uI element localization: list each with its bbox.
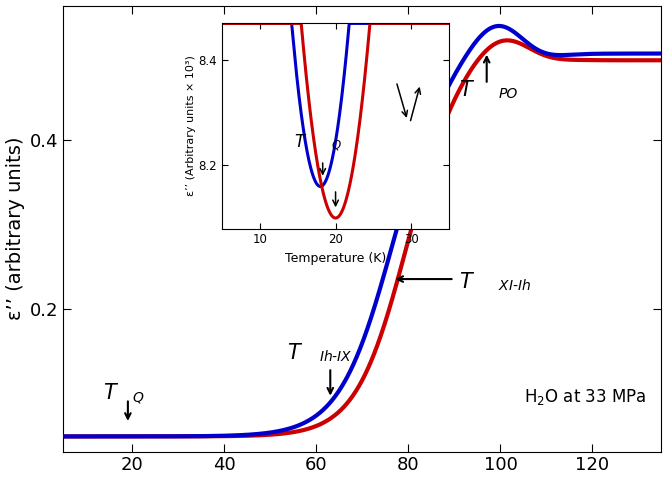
Text: $T$: $T$ — [103, 384, 119, 403]
Text: PO: PO — [498, 87, 517, 101]
Text: $T$: $T$ — [287, 343, 303, 363]
Text: H$_2$O at 33 MPa: H$_2$O at 33 MPa — [524, 387, 647, 407]
Text: XI-I$h$: XI-I$h$ — [498, 278, 531, 293]
Text: Q: Q — [133, 390, 143, 404]
Text: $T$: $T$ — [459, 80, 475, 100]
Y-axis label: ε’’ (arbitrary units): ε’’ (arbitrary units) — [5, 137, 25, 320]
Text: $T$: $T$ — [459, 272, 475, 292]
Text: I$h$-IX: I$h$-IX — [319, 348, 352, 364]
